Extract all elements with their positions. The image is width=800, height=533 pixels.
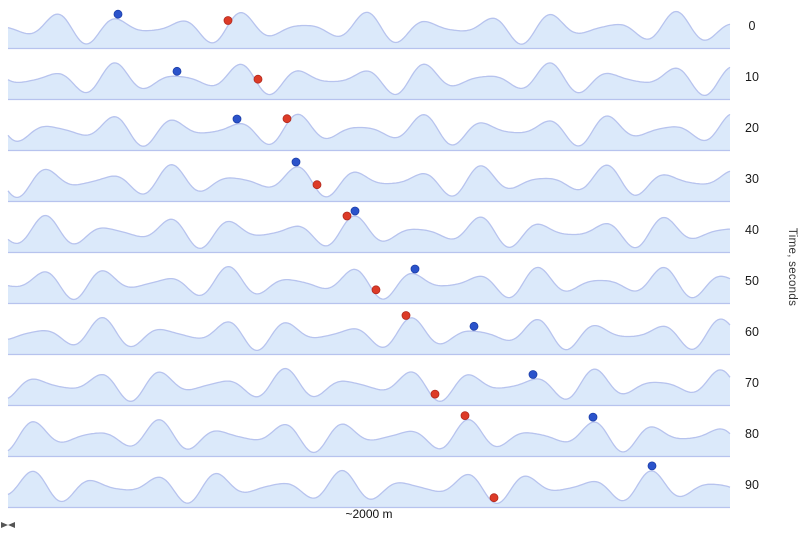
wave-surface-line <box>7 62 731 97</box>
phase-marker-dot <box>232 114 242 124</box>
wave-surface-line <box>7 367 731 402</box>
time-tick-label: 50 <box>745 274 759 288</box>
group-marker-dot <box>342 211 352 221</box>
time-tick-label: 70 <box>745 376 759 390</box>
phase-marker-dot <box>350 206 360 216</box>
time-tick-label: 90 <box>745 478 759 492</box>
distance-scale: ~2000 m <box>1 507 730 528</box>
wave-rows: 0 10 20 30 40 50 60 70 80 90 <box>0 3 774 513</box>
group-marker-dot <box>223 16 233 25</box>
group-marker-dot <box>489 493 499 503</box>
wave-row: 60 <box>0 309 774 356</box>
water-surface-svg <box>7 411 731 458</box>
water-surface-svg <box>7 311 731 356</box>
group-marker-dot <box>460 411 470 420</box>
group-marker-dot <box>282 114 292 124</box>
arrow-right-icon <box>1 522 8 528</box>
wave-row: 50 <box>0 258 774 305</box>
wave-row: 90 <box>0 461 774 509</box>
phase-marker-dot <box>410 264 420 274</box>
water-fill <box>8 164 730 202</box>
wave-surface-line <box>7 316 731 352</box>
phase-marker-dot <box>528 370 538 379</box>
wave-row: 10 <box>0 54 774 101</box>
time-axis-label: Time, seconds <box>786 227 798 306</box>
water-fill <box>8 11 730 49</box>
time-tick-label: 40 <box>745 223 759 237</box>
time-tick-label: 60 <box>745 325 759 339</box>
wave-row: 80 <box>0 411 774 458</box>
phase-marker-dot <box>172 66 182 76</box>
water-fill <box>8 317 730 355</box>
water-surface-svg <box>7 9 731 50</box>
wave-row: 20 <box>0 105 774 152</box>
water-surface-svg <box>7 461 731 509</box>
time-tick-label: 20 <box>745 121 759 135</box>
phase-marker-dot <box>647 461 657 471</box>
wave-surface-line <box>7 113 731 147</box>
wave-surface-line <box>7 418 731 454</box>
group-marker-dot <box>430 389 440 399</box>
phase-marker-dot <box>469 321 479 331</box>
water-surface-svg <box>7 206 731 254</box>
group-marker-dot <box>371 285 381 295</box>
group-marker-dot <box>253 74 263 84</box>
water-surface-svg <box>7 157 731 203</box>
phase-marker-dot <box>588 412 598 422</box>
water-fill <box>8 215 730 253</box>
time-tick-label: 10 <box>745 70 759 84</box>
wave-surface-line <box>7 469 731 505</box>
water-fill <box>8 62 730 100</box>
wave-row: 40 <box>0 206 774 254</box>
group-marker-dot <box>312 180 322 190</box>
wave-row: 70 <box>0 360 774 407</box>
phase-marker-dot <box>113 9 123 19</box>
water-fill <box>8 470 730 508</box>
wave-surface-line <box>7 164 731 199</box>
time-tick-label: 30 <box>745 172 759 186</box>
group-marker-dot <box>401 311 411 320</box>
water-surface-svg <box>7 264 731 305</box>
water-surface-svg <box>7 367 731 407</box>
wave-row: 30 <box>0 156 774 203</box>
water-surface-svg <box>7 113 731 152</box>
time-tick-label: 80 <box>745 427 759 441</box>
wave-surface-line <box>7 214 731 250</box>
water-fill <box>8 419 730 457</box>
wave-row: 0 <box>0 3 774 50</box>
wave-surface-line <box>7 265 731 301</box>
arrow-left-icon <box>8 522 15 528</box>
distance-label: ~2000 m <box>345 507 393 521</box>
time-tick-label: 0 <box>748 19 756 33</box>
water-fill <box>8 114 730 151</box>
water-surface-svg <box>7 62 731 101</box>
wave-surface-line <box>7 10 731 45</box>
phase-marker-dot <box>291 157 301 167</box>
